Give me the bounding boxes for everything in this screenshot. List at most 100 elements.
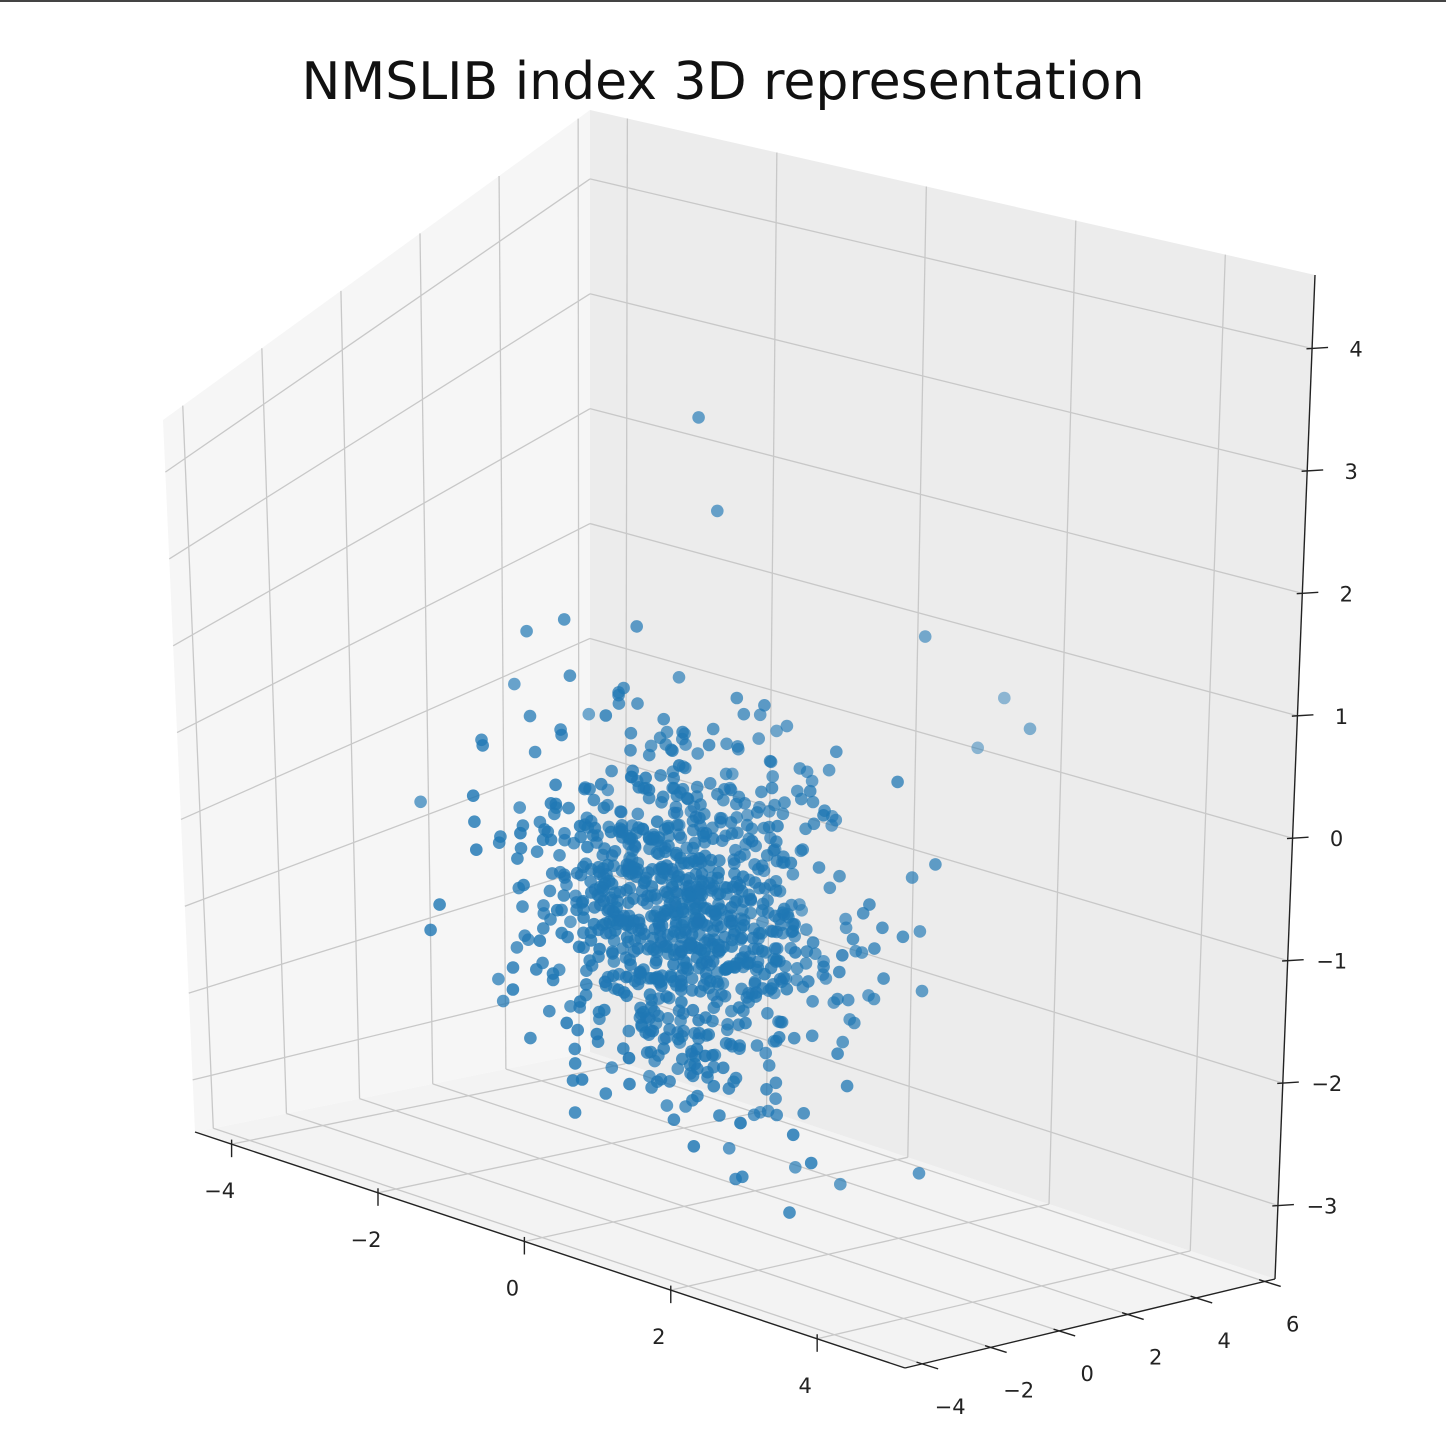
data-point xyxy=(654,911,667,924)
data-point xyxy=(568,1042,582,1056)
data-point xyxy=(751,942,765,956)
grid-line-x-floor xyxy=(231,1063,626,1145)
data-point xyxy=(676,1052,689,1066)
data-point xyxy=(733,1042,746,1055)
data-point xyxy=(729,843,742,857)
data-point xyxy=(549,797,563,811)
grid-line-z-side xyxy=(164,178,591,473)
data-point xyxy=(528,745,542,759)
data-point xyxy=(588,901,601,914)
data-point xyxy=(770,1108,783,1122)
data-point xyxy=(601,904,614,917)
grid-line-z-back xyxy=(589,178,1313,350)
z-tick-label: −2 xyxy=(1311,1072,1342,1096)
y-tick-label: −2 xyxy=(1003,1378,1034,1402)
data-point xyxy=(631,977,645,991)
grid-line-y-side xyxy=(419,233,434,1084)
grid-lines xyxy=(164,118,1313,1365)
data-point xyxy=(732,790,746,804)
data-point xyxy=(508,677,521,691)
data-point xyxy=(616,914,629,927)
data-point xyxy=(680,961,693,975)
data-point xyxy=(825,819,838,832)
data-point xyxy=(676,725,689,739)
data-point xyxy=(605,1061,619,1074)
y-tick-mark xyxy=(1053,1328,1076,1337)
data-point xyxy=(637,1005,650,1019)
data-point xyxy=(661,1012,675,1025)
data-point xyxy=(736,1170,749,1184)
data-point xyxy=(746,931,760,945)
grid-line-z-side xyxy=(176,522,591,734)
data-point xyxy=(619,970,633,984)
data-point xyxy=(644,972,658,985)
grid-line-y-side xyxy=(182,405,214,1129)
data-point xyxy=(856,907,870,920)
data-point xyxy=(414,795,427,809)
data-point xyxy=(817,809,830,822)
data-point xyxy=(912,1167,926,1180)
data-point xyxy=(719,767,733,781)
data-point xyxy=(584,875,597,888)
data-point xyxy=(594,777,608,791)
data-point xyxy=(686,1003,700,1017)
data-point xyxy=(778,796,791,809)
data-point xyxy=(786,1128,800,1142)
data-point xyxy=(523,709,537,723)
data-point xyxy=(685,984,699,997)
grid-line-z-side xyxy=(168,293,591,560)
data-point xyxy=(745,834,759,848)
data-point xyxy=(702,738,716,752)
data-point xyxy=(657,1042,670,1055)
data-point xyxy=(767,844,780,857)
data-point xyxy=(568,1106,582,1119)
z-tick-label: −3 xyxy=(1306,1195,1337,1219)
data-point xyxy=(721,1018,734,1031)
data-point xyxy=(740,818,754,832)
data-point xyxy=(758,699,771,712)
data-point xyxy=(744,894,758,907)
data-point xyxy=(755,904,769,917)
data-point xyxy=(609,924,622,937)
x-tick-label: 2 xyxy=(652,1325,665,1349)
data-point xyxy=(587,793,601,807)
data-point xyxy=(624,770,638,784)
data-point xyxy=(839,921,853,935)
grid-line-y-side xyxy=(498,176,507,1070)
data-point xyxy=(582,707,596,721)
data-point xyxy=(663,1023,676,1036)
data-point xyxy=(671,1032,685,1046)
data-point xyxy=(803,784,817,798)
data-point xyxy=(662,839,675,853)
data-point xyxy=(841,993,855,1007)
data-point xyxy=(762,1059,776,1072)
data-point xyxy=(543,884,557,898)
axis-lines xyxy=(194,274,1316,1369)
data-point xyxy=(636,893,650,907)
data-point xyxy=(830,745,843,759)
data-point xyxy=(645,880,659,893)
data-point xyxy=(584,934,598,947)
data-point xyxy=(929,858,942,871)
data-point xyxy=(730,875,744,889)
data-point xyxy=(583,782,596,796)
grid-line-x-back xyxy=(1189,254,1226,1251)
grid-line-y-floor xyxy=(213,1127,923,1365)
z-tick-mark xyxy=(1286,836,1309,840)
data-point xyxy=(732,1001,746,1014)
data-point xyxy=(566,1074,580,1087)
data-point xyxy=(633,965,647,979)
data-point xyxy=(765,982,778,995)
data-point xyxy=(693,1026,706,1040)
data-point xyxy=(682,856,696,870)
data-point xyxy=(753,708,767,722)
data-point xyxy=(725,917,739,930)
data-point xyxy=(739,1016,752,1030)
data-point xyxy=(657,712,670,726)
data-point xyxy=(649,956,663,970)
data-point xyxy=(514,842,528,855)
data-point xyxy=(737,707,751,721)
data-point xyxy=(583,954,596,967)
data-point xyxy=(667,771,680,785)
